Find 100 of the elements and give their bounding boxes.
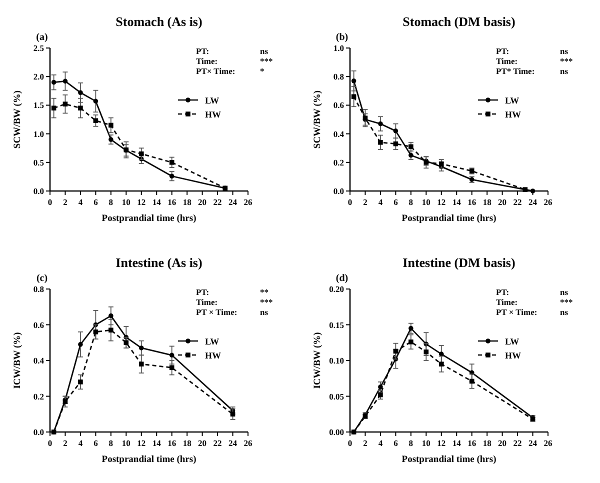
- y-tick-label: 0.05: [329, 391, 344, 402]
- x-tick-label: 14: [152, 197, 162, 207]
- y-tick-label: 0.00: [329, 427, 344, 437]
- text: PT: ns: [496, 46, 568, 56]
- x-tick-label: 26: [544, 438, 552, 448]
- x-tick-label: 26: [244, 438, 252, 448]
- legend-label: HW: [205, 350, 222, 360]
- x-tick-label: 2: [363, 438, 368, 448]
- y-tick-label: 0.6: [33, 320, 44, 330]
- text: Time: ***: [196, 297, 273, 307]
- legend-label: HW: [505, 350, 522, 360]
- legend-label: LW: [205, 336, 220, 346]
- y-axis-title: ICW/BW (%): [313, 332, 323, 389]
- y-tick-label: 0.2: [33, 391, 44, 402]
- x-tick-label: 8: [408, 438, 414, 448]
- text: (b): [336, 32, 348, 43]
- x-tick-label: 24: [228, 197, 238, 207]
- x-tick-label: 0: [348, 197, 352, 207]
- x-axis-title: Postprandial time (hrs): [402, 455, 496, 465]
- y-tick-label: 2.0: [33, 72, 44, 82]
- text: (c): [36, 273, 48, 284]
- x-tick-label: 2: [63, 197, 68, 207]
- legend-label: LW: [505, 336, 520, 346]
- x-tick-label: 8: [408, 197, 414, 207]
- x-tick-label: 12: [437, 197, 446, 207]
- y-tick-label: 0.6: [333, 100, 344, 110]
- y-tick-label: 0.10: [329, 356, 344, 366]
- text: (d): [336, 273, 348, 284]
- y-tick-label: 0.4: [333, 128, 345, 139]
- x-axis-title: Postprandial time (hrs): [102, 455, 196, 465]
- y-tick-label: 0.0: [33, 186, 44, 196]
- text: Time: ***: [196, 56, 273, 66]
- x-tick-label: 6: [94, 197, 98, 207]
- y-tick-label: 0.20: [329, 284, 344, 294]
- text: Time: ***: [496, 56, 573, 66]
- x-tick-label: 0: [48, 438, 52, 448]
- legend-label: LW: [505, 96, 520, 106]
- x-axis-title: Postprandial time (hrs): [402, 214, 496, 224]
- x-tick-label: 12: [137, 438, 146, 448]
- legend-label: HW: [205, 110, 222, 120]
- x-tick-label: 2: [363, 197, 368, 207]
- x-tick-label: 16: [468, 438, 476, 448]
- text: PT: ns: [196, 46, 268, 56]
- legend-label: LW: [205, 96, 220, 106]
- x-tick-label: 24: [528, 438, 538, 448]
- y-tick-label: 0.15: [329, 320, 344, 330]
- y-axis-title: ICW/BW (%): [13, 332, 23, 389]
- y-tick-label: 0.0: [333, 186, 344, 196]
- x-tick-label: 22: [513, 438, 522, 448]
- y-tick-label: 1.5: [33, 100, 44, 110]
- x-tick-label: 14: [152, 438, 162, 448]
- text: PT × Time: ns: [196, 307, 268, 317]
- x-tick-label: 4: [78, 197, 84, 207]
- text: PT: **: [196, 287, 268, 297]
- x-tick-label: 18: [182, 438, 192, 448]
- y-tick-label: 0.8: [333, 72, 344, 82]
- x-tick-label: 18: [482, 197, 492, 207]
- x-tick-label: 16: [468, 197, 476, 207]
- x-tick-label: 18: [482, 438, 492, 448]
- x-tick-label: 20: [198, 197, 207, 207]
- text: PT* Time: ns: [496, 66, 568, 76]
- x-tick-label: 22: [213, 197, 222, 207]
- x-axis-title: Postprandial time (hrs): [102, 214, 196, 224]
- chart-title: Stomach (As is): [116, 14, 202, 29]
- x-tick-label: 26: [544, 197, 552, 207]
- x-tick-label: 10: [422, 197, 430, 207]
- x-tick-label: 2: [63, 438, 68, 448]
- x-tick-label: 10: [122, 438, 130, 448]
- text: PT× Time: *: [196, 66, 264, 76]
- y-tick-label: 0.4: [33, 356, 45, 366]
- y-tick-label: 0.5: [33, 157, 44, 168]
- x-tick-label: 18: [182, 197, 192, 207]
- x-tick-label: 0: [48, 197, 52, 207]
- y-tick-label: 0.2: [333, 157, 344, 168]
- x-tick-label: 6: [94, 438, 98, 448]
- y-axis-title: SCW/BW (%): [313, 90, 323, 149]
- text: Time: ***: [496, 297, 573, 307]
- x-tick-label: 6: [394, 197, 398, 207]
- x-tick-label: 4: [378, 197, 384, 207]
- x-tick-label: 24: [528, 197, 538, 207]
- text: (a): [36, 32, 48, 43]
- x-tick-label: 20: [498, 197, 507, 207]
- x-tick-label: 16: [168, 438, 176, 448]
- legend-label: HW: [505, 110, 522, 120]
- y-tick-label: 1.0: [33, 128, 44, 139]
- x-tick-label: 14: [452, 197, 462, 207]
- x-tick-label: 0: [348, 438, 352, 448]
- chart-title: Intestine (DM basis): [402, 255, 516, 270]
- y-tick-label: 0.8: [33, 284, 44, 294]
- x-tick-label: 4: [378, 438, 384, 448]
- y-axis-title: SCW/BW (%): [13, 90, 23, 149]
- y-tick-label: 0.0: [33, 427, 44, 437]
- y-tick-label: 2.5: [33, 43, 44, 53]
- x-tick-label: 8: [108, 197, 114, 207]
- chart-title: Intestine (As is): [116, 255, 202, 270]
- x-tick-label: 22: [513, 197, 522, 207]
- x-tick-label: 14: [452, 438, 462, 448]
- x-tick-label: 22: [213, 438, 222, 448]
- x-tick-label: 10: [422, 438, 430, 448]
- x-tick-label: 16: [168, 197, 176, 207]
